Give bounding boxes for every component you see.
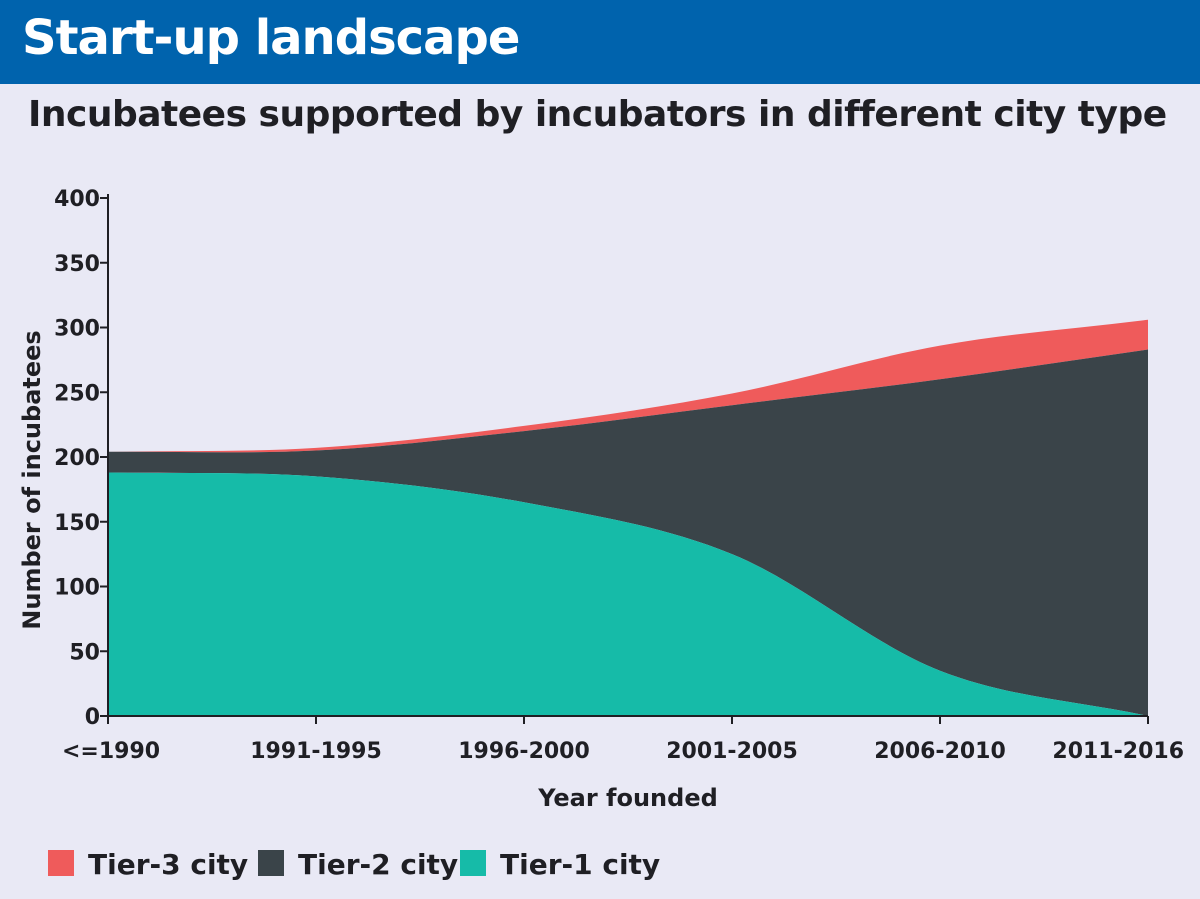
x-axis-label: Year founded	[537, 784, 718, 812]
y-tick-label: 300	[54, 317, 100, 342]
title-banner: Start-up landscape	[0, 0, 1200, 84]
axes: 0 50 100 150 200 250 300 350 400 <=1990 1991-1995 1…	[54, 187, 1184, 764]
x-tick-label: <=1990	[62, 739, 160, 764]
x-tick-label: 2011-2016	[1052, 739, 1184, 764]
tier-1-area	[108, 472, 1148, 716]
x-tick-label: 1996-2000	[458, 739, 590, 764]
x-tick-label: 1991-1995	[250, 739, 382, 764]
y-tick-label: 350	[54, 252, 100, 277]
y-tick-label: 50	[69, 640, 100, 665]
y-tick-label: 250	[54, 381, 100, 406]
y-tick-label: 400	[54, 187, 100, 212]
y-tick-label: 150	[54, 511, 100, 536]
legend-tier-2-swatch	[258, 850, 284, 876]
x-tick-label: 2001-2005	[666, 739, 798, 764]
y-tick-label: 100	[54, 576, 100, 601]
legend-tier-2-label: Tier-2 city	[298, 848, 458, 881]
tier-2-area	[108, 349, 1148, 716]
plot-area	[108, 319, 1148, 716]
legend-tier-3-swatch	[48, 850, 74, 876]
legend-tier-1-label: Tier-1 city	[500, 848, 660, 881]
chart-title: Start-up landscape	[22, 10, 520, 66]
legend: Tier-3 city Tier-2 city Tier-1 city	[48, 848, 660, 881]
x-tick-label: 2006-2010	[874, 739, 1006, 764]
tier-3-area	[108, 319, 1148, 453]
legend-tier-1-swatch	[460, 850, 486, 876]
y-axis-label: Number of incubatees	[18, 330, 46, 629]
legend-tier-3-label: Tier-3 city	[88, 848, 248, 881]
y-tick-label: 0	[85, 705, 100, 730]
chart-subtitle: Incubatees supported by incubators in di…	[28, 94, 1167, 135]
y-tick-label: 200	[54, 446, 100, 471]
